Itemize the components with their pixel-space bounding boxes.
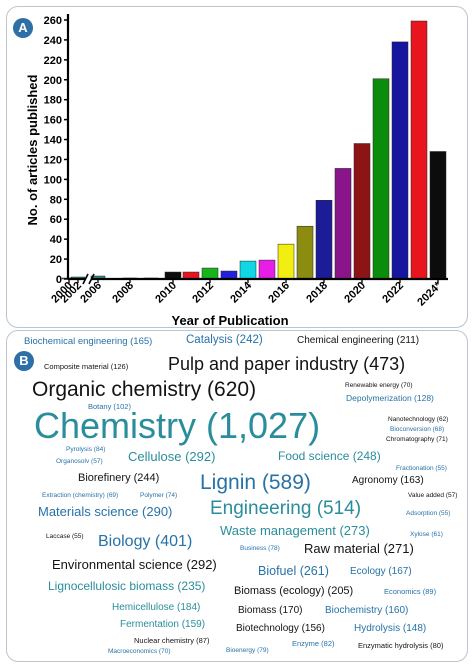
cloud-term: Organic chemistry (620) xyxy=(32,378,257,401)
y-tick-label-220: 220 xyxy=(44,55,62,67)
panel-b xyxy=(6,330,468,662)
x-tick-label-2008: 2008 xyxy=(110,280,136,306)
cloud-term: Chemistry (1,027) xyxy=(34,405,321,446)
panel-b-badge: B xyxy=(14,351,34,371)
cloud-term: Macroeconomics (70) xyxy=(108,648,171,655)
cloud-term: Renewable energy (70) xyxy=(345,382,413,389)
bar-2020 xyxy=(353,143,371,280)
cloud-term: Hydrolysis (148) xyxy=(354,623,427,634)
cloud-term: Nuclear chemistry (87) xyxy=(134,636,210,645)
cloud-term: Biomass (170) xyxy=(238,605,303,616)
cloud-term: Chemical engineering (211) xyxy=(297,335,420,346)
y-tick-label-80: 80 xyxy=(50,194,62,206)
cloud-term: Adsorption (55) xyxy=(406,510,451,517)
cloud-term: Cellulose (292) xyxy=(128,449,216,464)
x-tick-label-2014: 2014 xyxy=(228,279,254,305)
cloud-term: Economics (89) xyxy=(384,587,437,596)
x-tick-label-2006: 2006 xyxy=(78,280,104,306)
cloud-term: Bioenergy (79) xyxy=(226,647,269,654)
cloud-term: Lignin (589) xyxy=(200,471,311,494)
bar-2015 xyxy=(258,259,276,280)
cloud-term: Lignocellulosic biomass (235) xyxy=(48,579,206,593)
cloud-term: Extraction (chemistry) (69) xyxy=(42,492,119,499)
cloud-term: Enzyme (82) xyxy=(292,639,335,648)
x-tick-label-2012: 2012 xyxy=(190,280,216,306)
cloud-term: Hemicellulose (184) xyxy=(112,602,201,613)
cloud-term: Nanotechnology (62) xyxy=(388,416,449,423)
cloud-term: Enzymatic hydrolysis (80) xyxy=(358,641,444,650)
y-tick-label-180: 180 xyxy=(44,95,62,107)
cloud-term: Organosolv (57) xyxy=(56,458,103,465)
cloud-term: Xylose (61) xyxy=(410,531,443,538)
cloud-term: Biotechnology (156) xyxy=(236,623,325,634)
y-axis-title: No. of articles published xyxy=(25,74,40,225)
cloud-term: Agronomy (163) xyxy=(352,475,424,486)
cloud-term: Materials science (290) xyxy=(38,504,173,519)
y-tick-label-200: 200 xyxy=(44,75,62,87)
panel-a-badge: A xyxy=(13,18,33,38)
cloud-term: Laccase (55) xyxy=(46,533,84,540)
cloud-term: Bioconversion (68) xyxy=(390,426,445,433)
cloud-term: Composite material (126) xyxy=(44,362,129,371)
cloud-term: Biomass (ecology) (205) xyxy=(234,585,354,597)
bar-chart: 0204060801001201401601802002202402602000… xyxy=(25,14,448,328)
cloud-term: Environmental science (292) xyxy=(52,557,217,572)
y-tick-label-140: 140 xyxy=(44,135,62,147)
y-tick-label-40: 40 xyxy=(50,234,62,246)
cloud-term: Pyrolysis (84) xyxy=(66,446,106,453)
y-tick-label-240: 240 xyxy=(44,35,62,47)
cloud-term: Raw material (271) xyxy=(304,541,414,556)
cloud-term: Biochemistry (160) xyxy=(325,605,409,616)
x-axis-title: Year of Publication xyxy=(171,313,288,328)
bar-2024* xyxy=(429,151,447,280)
bar-2017 xyxy=(296,225,314,280)
axis-break-mark-1 xyxy=(82,273,89,285)
bar-2013 xyxy=(220,270,238,280)
x-tick-label-2016: 2016 xyxy=(266,280,292,306)
cloud-term: Polymer (74) xyxy=(140,492,178,499)
x-tick-label-2024*: 2024* xyxy=(415,279,444,308)
cloud-term: Catalysis (242) xyxy=(186,334,263,346)
cloud-term: Fractionation (55) xyxy=(396,465,447,472)
cloud-term: Food science (248) xyxy=(278,449,381,463)
bar-2023 xyxy=(410,20,428,280)
cloud-term: Chromatography (71) xyxy=(386,436,448,443)
cloud-term: Biochemical engineering (165) xyxy=(24,336,153,347)
y-tick-label-120: 120 xyxy=(44,154,62,166)
axis-break-mark-2 xyxy=(88,273,95,285)
y-tick-label-60: 60 xyxy=(50,214,62,226)
cloud-term: Biology (401) xyxy=(98,533,193,550)
cloud-term: Biofuel (261) xyxy=(258,564,329,578)
cloud-term: Fermentation (159) xyxy=(120,619,206,630)
bar-2012 xyxy=(201,267,219,280)
y-tick-label-0: 0 xyxy=(56,274,62,286)
x-tick-label-2018: 2018 xyxy=(304,280,330,306)
x-tick-label-2022: 2022 xyxy=(380,280,406,306)
y-tick-label-160: 160 xyxy=(44,115,62,127)
cloud-term: Ecology (167) xyxy=(350,566,412,577)
cloud-term: Depolymerization (128) xyxy=(346,393,434,403)
y-tick-label-260: 260 xyxy=(44,15,62,27)
bar-2018 xyxy=(315,200,333,280)
bar-2022 xyxy=(391,41,409,280)
bar-2014 xyxy=(239,260,257,280)
cloud-term: Waste management (273) xyxy=(220,523,370,538)
cloud-term: Biorefinery (244) xyxy=(78,472,160,484)
x-tick-label-2020: 2020 xyxy=(342,280,368,306)
y-tick-label-20: 20 xyxy=(50,254,62,266)
x-tick-label-2010: 2010 xyxy=(153,280,179,306)
cloud-term: Pulp and paper industry (473) xyxy=(168,354,406,374)
cloud-term: Botany (102) xyxy=(88,402,131,411)
bar-2021 xyxy=(372,78,390,280)
bar-2019 xyxy=(334,168,352,280)
y-tick-label-100: 100 xyxy=(44,174,62,186)
cloud-term: Business (78) xyxy=(240,545,280,552)
cloud-term: Value added (57) xyxy=(408,492,458,499)
bar-2016 xyxy=(277,243,295,280)
cloud-term: Engineering (514) xyxy=(210,498,362,519)
